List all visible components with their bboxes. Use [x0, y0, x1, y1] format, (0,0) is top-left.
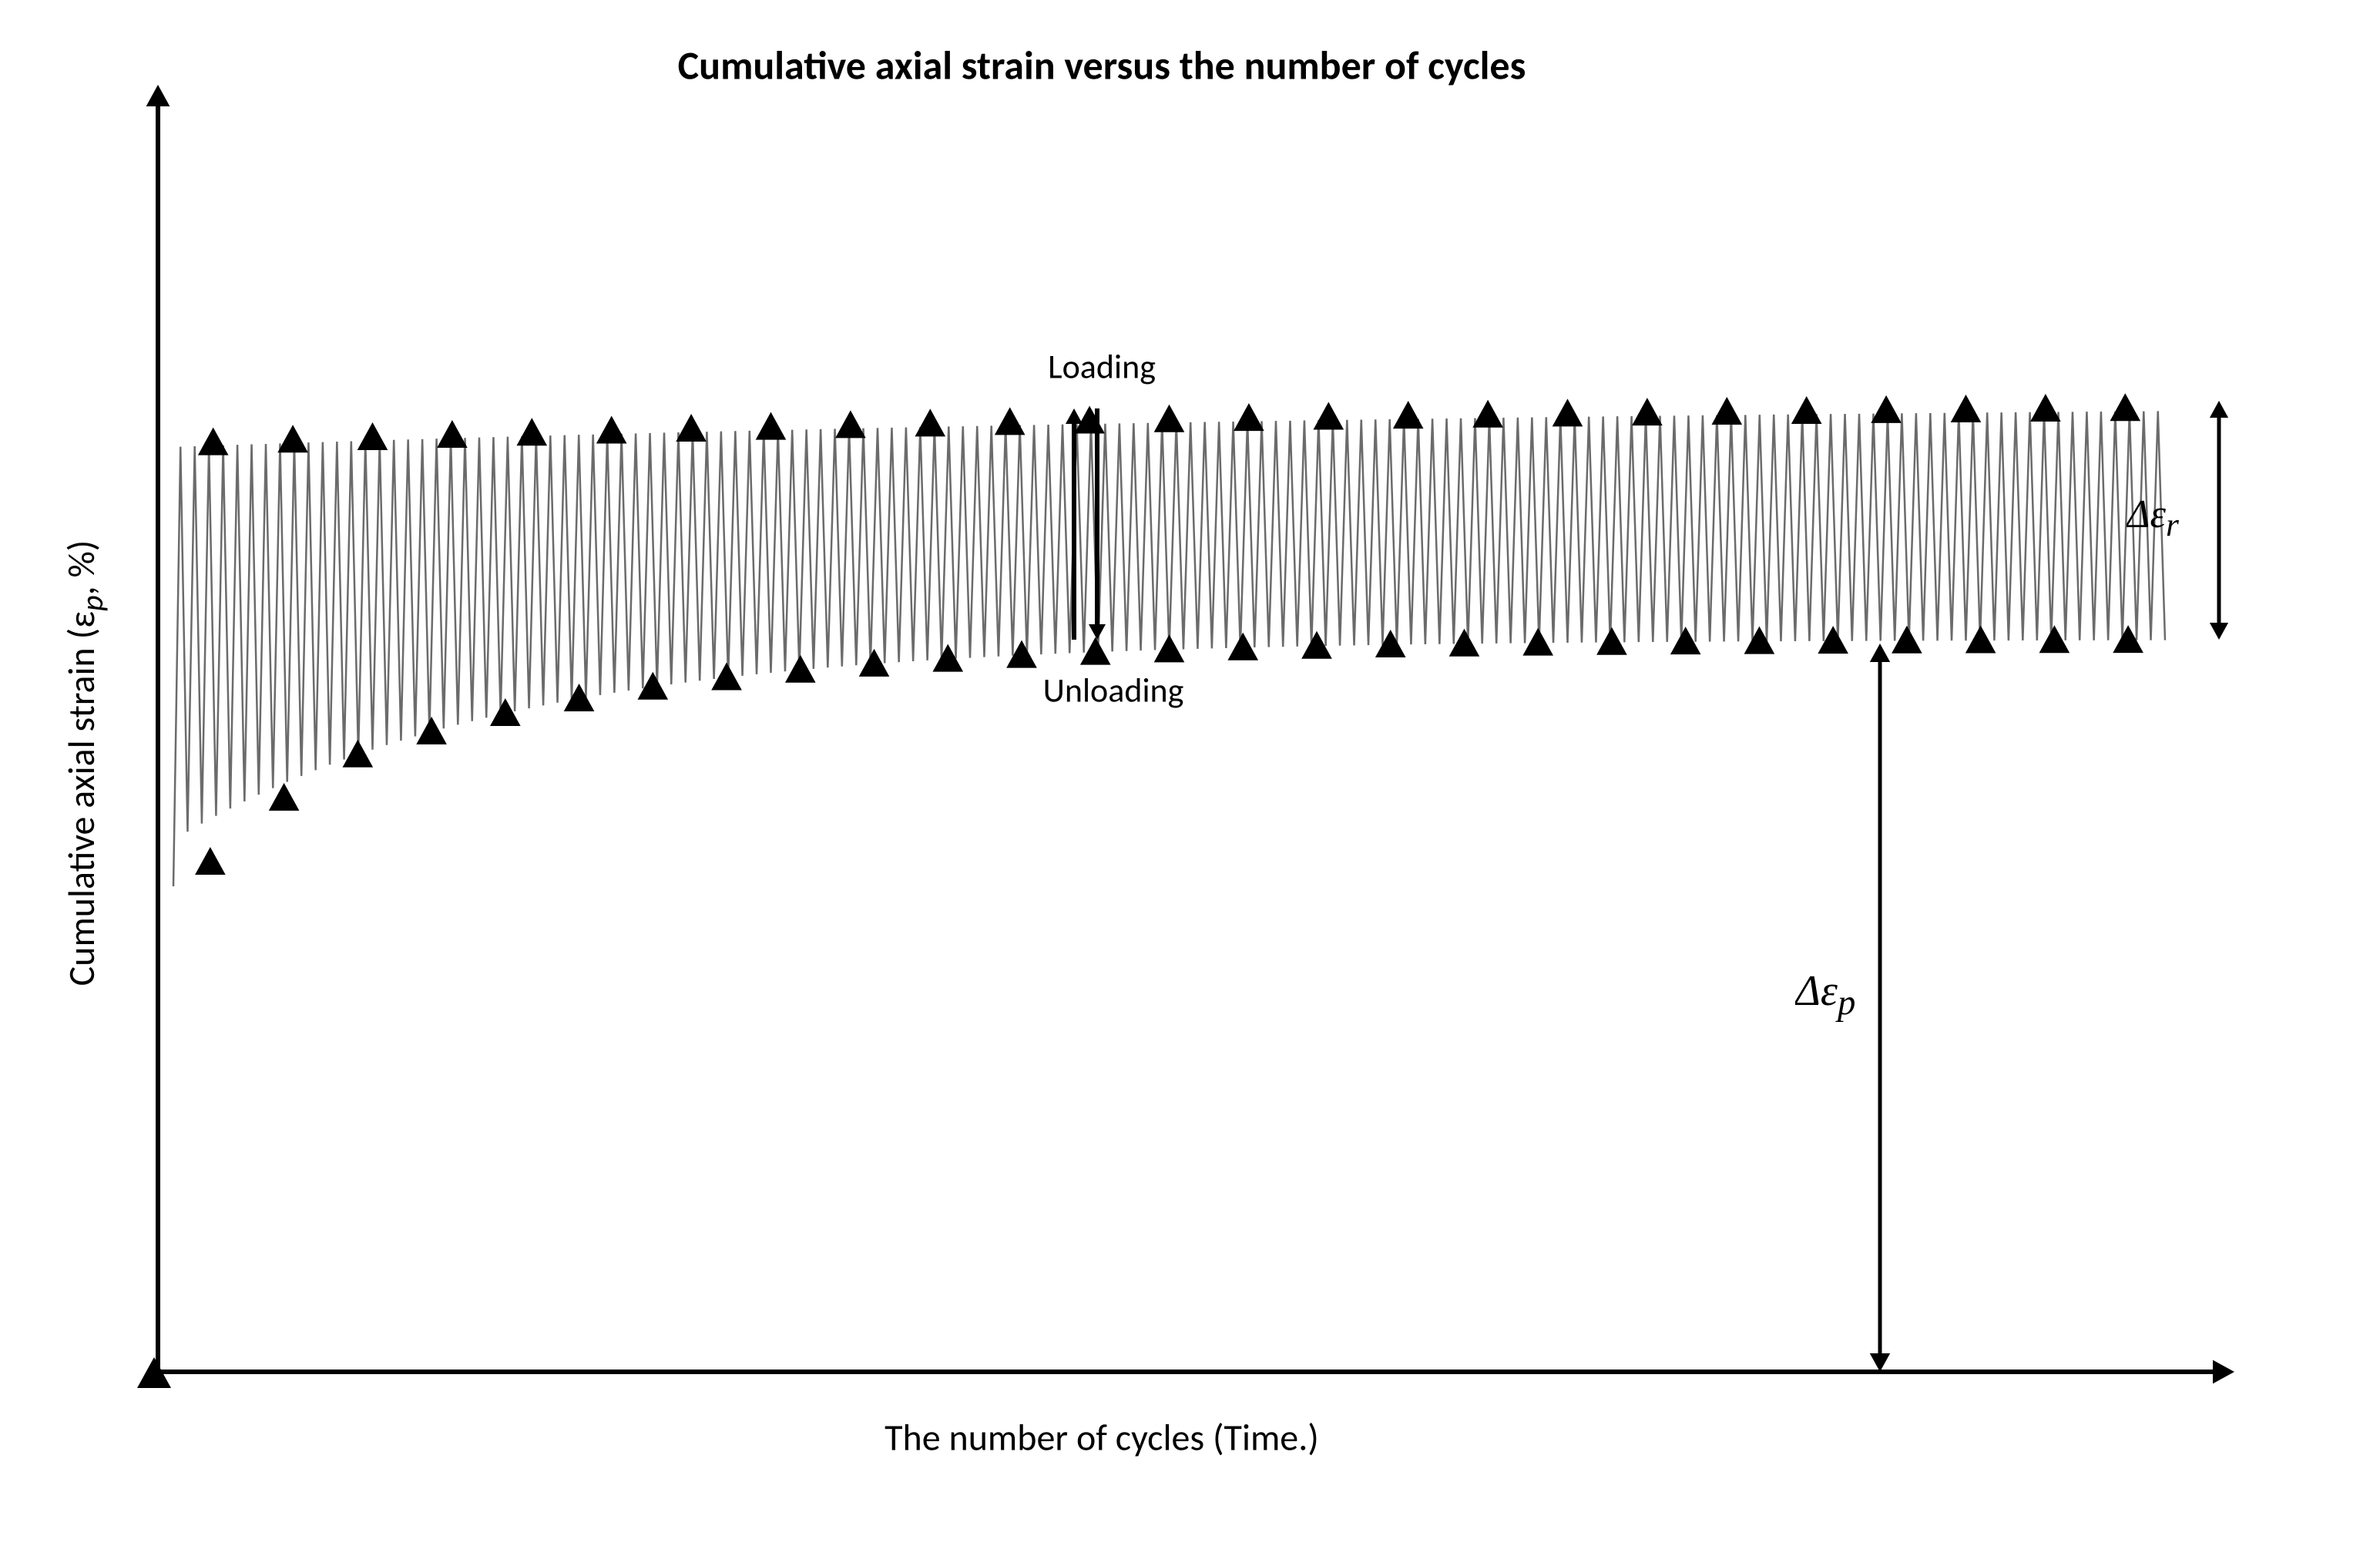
chart-wrapper: Cumulative axial strain versus the numbe…	[0, 0, 2380, 1546]
peak-marker-icon	[1712, 397, 1743, 425]
peak-marker-icon	[1234, 403, 1264, 431]
trough-marker-icon	[1301, 631, 1332, 659]
unloading-label: Unloading	[1043, 670, 1184, 711]
peak-marker-icon	[995, 407, 1026, 435]
peak-marker-icon	[1314, 402, 1344, 430]
peak-marker-icon	[198, 428, 229, 455]
chart-svg: Cumulative axial strain versus the numbe…	[0, 0, 2380, 1546]
delta-ep-label: Δεp	[1795, 966, 2103, 1023]
trough-marker-icon	[785, 655, 816, 683]
peak-marker-icon	[915, 408, 946, 436]
trough-marker-icon	[711, 663, 742, 691]
trough-marker-icon	[1965, 626, 1996, 654]
peak-marker-icon	[596, 416, 627, 444]
peak-marker-icon	[277, 425, 308, 452]
peak-marker-icon	[2110, 393, 2141, 421]
trough-marker-icon	[416, 717, 447, 744]
trough-marker-icon	[1522, 628, 1553, 656]
y-axis-label: Cumulative axial strain (εp, %)	[59, 540, 111, 986]
peak-marker-icon	[1472, 400, 1503, 428]
trough-marker-icon	[1892, 626, 1922, 654]
trough-marker-icon	[343, 740, 374, 768]
peak-marker-icon	[1154, 405, 1185, 432]
peak-marker-icon	[676, 414, 707, 442]
trough-marker-icon	[564, 684, 595, 711]
trough-marker-icon	[2113, 625, 2143, 653]
peak-marker-icon	[517, 418, 548, 445]
peak-marker-icon	[1553, 398, 1583, 426]
peak-marker-icon	[1632, 398, 1663, 425]
trough-marker-icon	[932, 644, 963, 672]
peak-marker-icon	[1791, 396, 1822, 424]
peak-marker-icon	[1393, 401, 1424, 429]
trough-marker-icon	[1744, 627, 1775, 654]
peak-marker-icon	[835, 410, 866, 438]
loading-label: Loading	[1048, 346, 1156, 388]
trough-marker-icon	[1006, 640, 1037, 668]
trough-marker-icon	[490, 698, 521, 726]
trough-marker-icon	[1375, 630, 1406, 657]
chart-title: Cumulative axial strain versus the numbe…	[678, 41, 1526, 90]
peak-marker-icon	[1871, 395, 1902, 423]
trough-marker-icon	[1154, 634, 1185, 662]
peak-marker-icon	[2030, 394, 2061, 422]
trough-marker-icon	[195, 847, 226, 875]
delta-er-label: Δεr	[2127, 492, 2380, 544]
peak-marker-icon	[437, 420, 468, 448]
trough-marker-icon	[1596, 627, 1627, 655]
x-axis-label: The number of cycles (Time.)	[885, 1414, 1319, 1460]
peak-marker-icon	[1951, 395, 1982, 422]
peak-marker-icon	[358, 422, 388, 450]
peak-marker-icon	[756, 412, 787, 440]
